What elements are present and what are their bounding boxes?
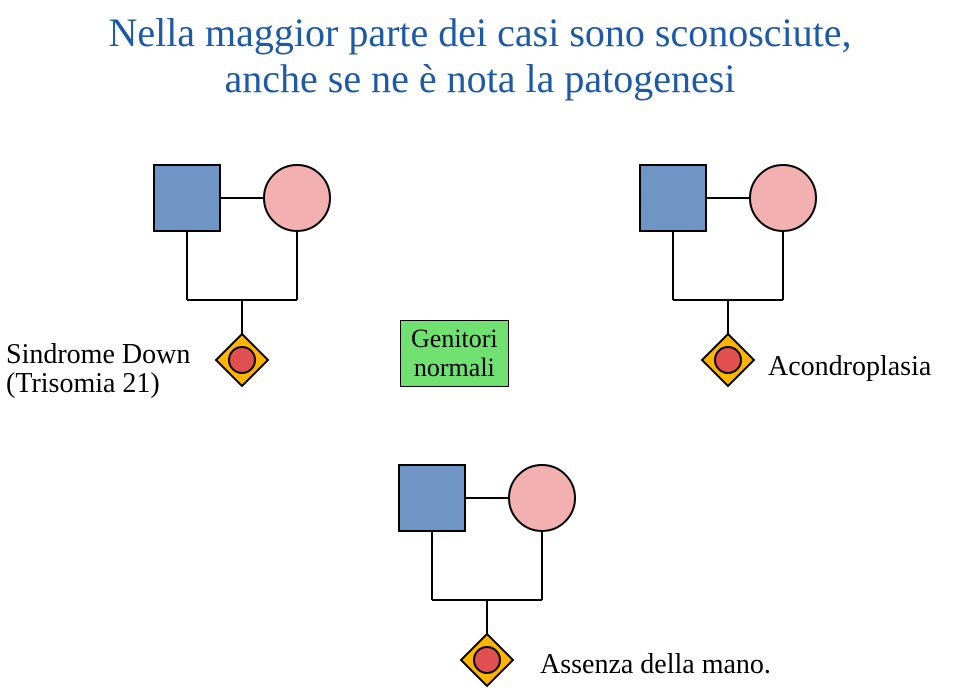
female-circle [264, 165, 330, 231]
normal-parents-label: Genitori normali [400, 320, 509, 387]
bottom-caption-text: Assenza della mano. [540, 649, 771, 680]
diagram-canvas: Nella maggior parte dei casi sono sconos… [0, 0, 960, 692]
male-square [399, 465, 465, 531]
bottom-caption: Assenza della mano. [540, 650, 771, 679]
right-caption: Acondroplasia [768, 352, 931, 381]
center-label-line2: normali [414, 353, 495, 382]
left-caption-line2: (Trisomia 21) [6, 368, 160, 399]
left-caption-line1: Sindrome Down [6, 339, 190, 370]
center-label-line1: Genitori [411, 324, 498, 353]
affected-inner-dot [715, 347, 741, 373]
left-caption: Sindrome Down (Trisomia 21) [6, 340, 190, 399]
male-square [640, 165, 706, 231]
affected-inner-dot [229, 347, 255, 373]
female-circle [509, 465, 575, 531]
right-caption-text: Acondroplasia [768, 351, 931, 382]
male-square [154, 165, 220, 231]
affected-inner-dot [474, 647, 500, 673]
female-circle [750, 165, 816, 231]
